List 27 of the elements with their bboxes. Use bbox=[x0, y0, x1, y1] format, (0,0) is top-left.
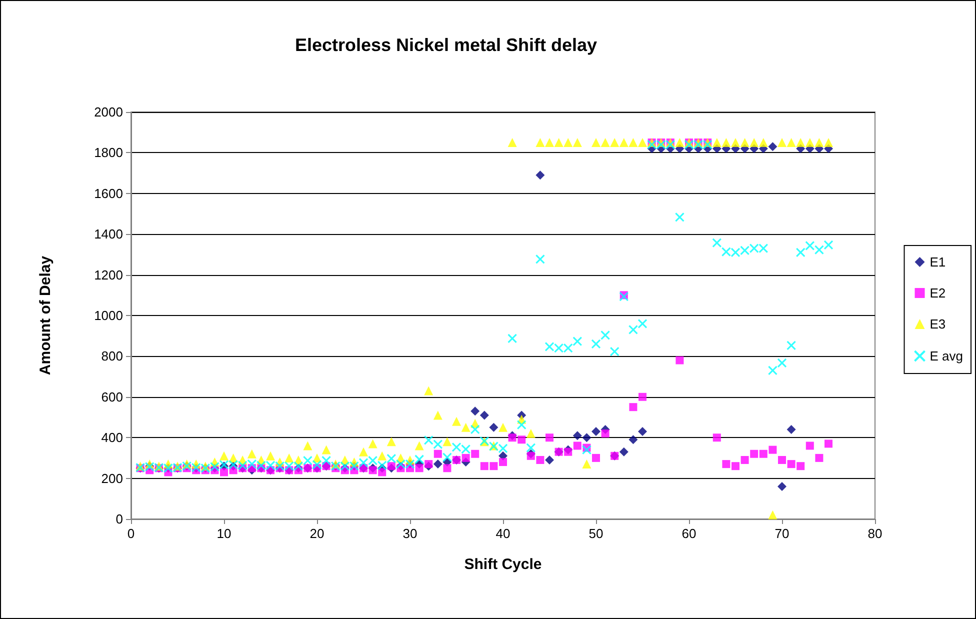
y-tick-label: 2000 bbox=[94, 104, 123, 120]
x-tick-label: 30 bbox=[402, 526, 418, 541]
y-tick-label: 1200 bbox=[94, 267, 123, 282]
chart-title: Electroless Nickel metal Shift delay bbox=[294, 35, 598, 55]
x-tick-label: 70 bbox=[774, 526, 790, 541]
x-axis-title: Shift Cycle bbox=[464, 556, 542, 573]
y-tick-label: 1600 bbox=[94, 186, 123, 201]
x-tick-label: 20 bbox=[310, 526, 324, 541]
legend-label: E1 bbox=[930, 254, 946, 270]
y-tick-label: 400 bbox=[101, 430, 123, 446]
x-tick-label: 10 bbox=[216, 526, 232, 541]
x-tick-label: 50 bbox=[588, 526, 604, 541]
legend-label: E2 bbox=[930, 286, 946, 300]
y-tick-label: 600 bbox=[101, 389, 123, 404]
y-tick-label: 1400 bbox=[94, 226, 123, 242]
y-tick-label: 800 bbox=[101, 348, 123, 364]
y-tick-label: 200 bbox=[101, 470, 123, 486]
x-tick-label: 80 bbox=[868, 526, 882, 541]
legend-label: E avg bbox=[930, 348, 964, 364]
x-tick-label: 40 bbox=[496, 526, 510, 541]
x-tick-label: 60 bbox=[682, 526, 696, 541]
y-tick-label: 0 bbox=[116, 512, 123, 526]
y-axis-title: Amount of Delay bbox=[37, 255, 54, 376]
legend-label: E3 bbox=[930, 316, 946, 332]
y-tick-label: 1800 bbox=[94, 145, 123, 160]
y-tick-label: 1000 bbox=[94, 308, 123, 323]
x-tick-label: 0 bbox=[127, 526, 135, 541]
